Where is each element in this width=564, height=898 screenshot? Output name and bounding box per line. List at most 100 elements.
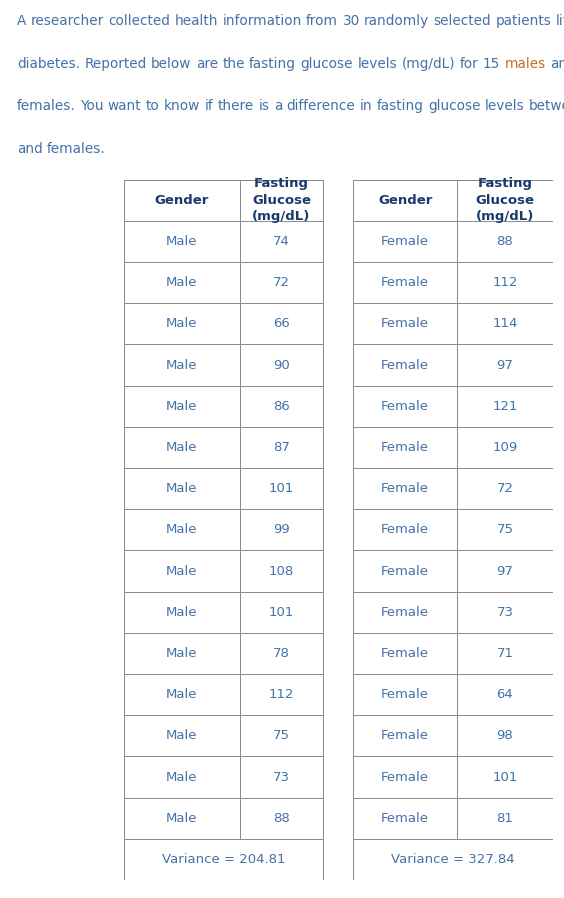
Text: selected: selected [434, 14, 491, 28]
Text: know: know [164, 100, 200, 113]
Text: Reported: Reported [85, 57, 147, 71]
Text: 101: 101 [269, 482, 294, 495]
Text: fasting: fasting [377, 100, 424, 113]
Text: Male: Male [166, 565, 197, 577]
Text: 121: 121 [492, 400, 518, 413]
Text: Variance = 327.84: Variance = 327.84 [391, 853, 515, 866]
Text: 90: 90 [273, 358, 290, 372]
Text: 114: 114 [492, 317, 518, 330]
Text: females.: females. [17, 100, 76, 113]
Text: 81: 81 [496, 812, 513, 824]
Text: are: are [196, 57, 218, 71]
Text: is: is [258, 100, 269, 113]
Text: Female: Female [381, 606, 429, 619]
Text: researcher: researcher [30, 14, 104, 28]
Text: living: living [556, 14, 564, 28]
Text: Female: Female [381, 647, 429, 660]
Text: 74: 74 [273, 235, 290, 248]
Text: and: and [17, 142, 43, 156]
Text: difference: difference [287, 100, 355, 113]
Text: there: there [218, 100, 254, 113]
Text: Male: Male [166, 358, 197, 372]
Text: patients: patients [496, 14, 552, 28]
Text: Fasting
Glucose
(mg/dL): Fasting Glucose (mg/dL) [475, 177, 534, 224]
Text: want: want [108, 100, 142, 113]
Text: between: between [529, 100, 564, 113]
Text: 97: 97 [496, 565, 513, 577]
Text: 112: 112 [492, 276, 518, 289]
Text: 75: 75 [496, 524, 513, 536]
Text: Female: Female [381, 524, 429, 536]
Text: 88: 88 [496, 235, 513, 248]
Text: 97: 97 [496, 358, 513, 372]
Text: 86: 86 [273, 400, 290, 413]
Text: 73: 73 [273, 770, 290, 784]
Text: 30: 30 [342, 14, 360, 28]
Text: the: the [222, 57, 245, 71]
Text: You: You [80, 100, 104, 113]
Text: Variance = 204.81: Variance = 204.81 [162, 853, 285, 866]
Text: Male: Male [166, 770, 197, 784]
Text: 75: 75 [273, 729, 290, 743]
Text: and: and [550, 57, 564, 71]
Text: below: below [151, 57, 191, 71]
Text: information: information [222, 14, 302, 28]
Text: Male: Male [166, 235, 197, 248]
Text: Male: Male [166, 688, 197, 701]
Text: 72: 72 [496, 482, 513, 495]
Text: Female: Female [381, 235, 429, 248]
Text: A: A [17, 14, 27, 28]
Text: levels: levels [484, 100, 525, 113]
Text: Male: Male [166, 524, 197, 536]
Text: randomly: randomly [364, 14, 429, 28]
Text: to: to [146, 100, 160, 113]
Text: health: health [174, 14, 218, 28]
Text: 109: 109 [492, 441, 518, 453]
Text: Gender: Gender [378, 194, 433, 207]
Text: 99: 99 [273, 524, 290, 536]
Text: Male: Male [166, 317, 197, 330]
Text: 87: 87 [273, 441, 290, 453]
Text: 101: 101 [269, 606, 294, 619]
Text: Female: Female [381, 729, 429, 743]
Text: Female: Female [381, 358, 429, 372]
Text: Female: Female [381, 688, 429, 701]
Text: Male: Male [166, 729, 197, 743]
Text: 78: 78 [273, 647, 290, 660]
Text: 108: 108 [269, 565, 294, 577]
Text: Female: Female [381, 441, 429, 453]
Text: Male: Male [166, 400, 197, 413]
Text: 98: 98 [496, 729, 513, 743]
Text: 112: 112 [269, 688, 294, 701]
Text: glucose: glucose [301, 57, 353, 71]
Text: Male: Male [166, 276, 197, 289]
Text: 72: 72 [273, 276, 290, 289]
Text: Male: Male [166, 812, 197, 824]
Text: levels: levels [358, 57, 397, 71]
Text: for: for [460, 57, 478, 71]
Text: collected: collected [108, 14, 170, 28]
Text: glucose: glucose [428, 100, 481, 113]
Text: Female: Female [381, 317, 429, 330]
Text: a: a [274, 100, 282, 113]
Text: in: in [359, 100, 372, 113]
Text: males: males [504, 57, 545, 71]
Text: fasting: fasting [249, 57, 296, 71]
Text: Female: Female [381, 400, 429, 413]
Text: Female: Female [381, 812, 429, 824]
Text: if: if [205, 100, 213, 113]
Text: 101: 101 [492, 770, 518, 784]
Text: (mg/dL): (mg/dL) [402, 57, 455, 71]
Text: diabetes.: diabetes. [17, 57, 80, 71]
Text: Gender: Gender [155, 194, 209, 207]
Text: from: from [306, 14, 338, 28]
Text: 73: 73 [496, 606, 513, 619]
Text: Male: Male [166, 647, 197, 660]
Text: 88: 88 [273, 812, 290, 824]
Text: Male: Male [166, 441, 197, 453]
Text: 66: 66 [273, 317, 290, 330]
Text: Female: Female [381, 565, 429, 577]
Text: Female: Female [381, 276, 429, 289]
Text: 64: 64 [496, 688, 513, 701]
Text: 71: 71 [496, 647, 513, 660]
